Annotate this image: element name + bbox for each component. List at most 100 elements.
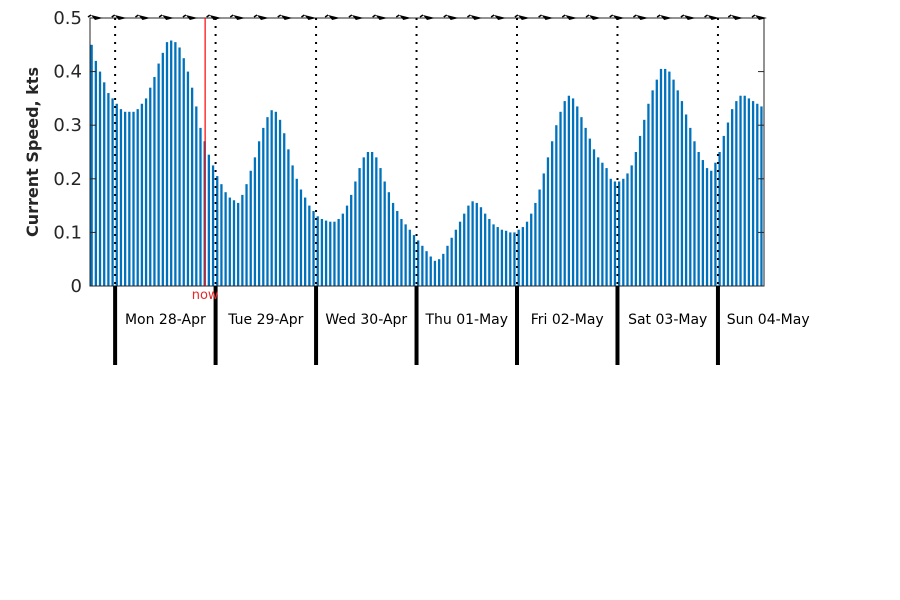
direction-arrow-tail <box>467 14 471 18</box>
speed-bar <box>211 165 215 286</box>
speed-bar <box>245 184 248 286</box>
speed-bar <box>337 219 340 286</box>
speed-bar <box>626 173 629 286</box>
y-tick-label: 0.2 <box>53 169 82 190</box>
speed-bar <box>257 141 261 286</box>
speed-bar <box>509 232 512 286</box>
speed-bar <box>304 197 307 286</box>
speed-bar <box>295 178 298 286</box>
speed-bar <box>571 98 575 287</box>
speed-bar <box>417 240 420 286</box>
speed-bar <box>207 154 211 286</box>
speed-bar <box>103 82 106 286</box>
speed-bar <box>270 110 273 286</box>
speed-bar <box>144 98 148 287</box>
y-tick-label: 0.3 <box>53 115 82 136</box>
speed-bar <box>433 260 437 286</box>
speed-bar <box>530 213 533 286</box>
speed-bar <box>379 168 382 286</box>
direction-arrow-tail <box>395 14 400 18</box>
speed-bar <box>442 253 445 286</box>
speed-bar <box>567 95 571 286</box>
speed-bar <box>630 165 633 286</box>
speed-bar <box>278 119 282 286</box>
speed-bar <box>672 79 675 286</box>
speed-bar <box>220 184 223 286</box>
direction-arrow-tail <box>158 14 163 18</box>
speed-bar <box>375 157 378 286</box>
speed-bar <box>320 219 324 286</box>
speed-bar <box>253 157 257 286</box>
direction-arrow <box>755 15 767 20</box>
direction-arrow-tail <box>490 14 495 18</box>
speed-bar <box>366 152 370 286</box>
speed-bar <box>479 207 483 286</box>
speed-bar <box>492 224 495 286</box>
speed-bar <box>241 194 244 286</box>
plot-area: 0 0.1 0.2 0.3 0.4 0.5 Mon 28-Apr Tue 29-Apr Wed … <box>53 8 810 365</box>
speed-bar <box>186 71 190 286</box>
speed-bar <box>680 101 684 286</box>
direction-arrow-tail <box>609 14 614 18</box>
speed-bar <box>408 229 411 286</box>
speed-bar <box>726 122 730 287</box>
speed-bar <box>517 229 520 286</box>
speed-bar <box>157 63 160 287</box>
speed-bar <box>592 149 596 286</box>
speed-bar <box>555 125 558 286</box>
direction-arrow-tail <box>514 14 519 18</box>
direction-arrow-tail <box>206 14 210 18</box>
direction-arrow-tail <box>751 14 756 18</box>
y-tick-label: 0 <box>71 276 82 297</box>
speed-bar <box>362 157 365 286</box>
direction-arrow <box>351 15 364 20</box>
speed-bar <box>458 221 462 286</box>
direction-arrow-tail <box>704 14 708 18</box>
y-tick-label: 0.5 <box>53 8 82 29</box>
speed-bar <box>190 87 194 287</box>
speed-bar <box>513 232 516 286</box>
speed-bar <box>634 152 638 286</box>
speed-bar <box>743 95 746 286</box>
speed-bar <box>111 98 114 287</box>
speed-bar <box>107 93 110 286</box>
speed-bar <box>534 202 537 286</box>
day-label: Mon 28-Apr <box>125 312 206 328</box>
speed-bar <box>756 103 759 286</box>
speed-bar <box>597 157 600 286</box>
speed-bar <box>94 60 97 286</box>
speed-bar <box>354 181 357 286</box>
speed-bar <box>739 95 742 286</box>
direction-arrow-tail <box>680 14 685 18</box>
speed-bar <box>383 181 386 286</box>
speed-bar <box>329 221 332 286</box>
speed-bar <box>484 213 487 286</box>
speed-bar <box>463 213 466 286</box>
speed-bar <box>760 106 763 286</box>
speed-bar <box>350 194 353 286</box>
direction-arrow-tail <box>182 14 187 18</box>
speed-bar <box>563 101 566 286</box>
speed-bar <box>266 117 269 286</box>
speed-bar <box>525 221 529 286</box>
speed-bar <box>333 221 336 286</box>
speed-bar <box>475 202 478 286</box>
speed-bar <box>668 71 671 286</box>
speed-bar <box>710 170 713 286</box>
direction-arrow <box>257 15 269 20</box>
direction-arrow-tail <box>585 14 590 18</box>
speed-bar <box>153 76 156 287</box>
speed-bar <box>387 192 391 286</box>
speed-bar <box>123 111 127 286</box>
speed-bar <box>308 205 311 286</box>
y-axis-label: Current Speed, kts <box>23 67 42 237</box>
speed-bar <box>262 127 265 286</box>
speed-bar <box>576 106 579 286</box>
speed-bar <box>584 127 587 286</box>
speed-bar <box>291 165 294 286</box>
direction-arrow <box>541 15 554 20</box>
speed-bar <box>316 216 319 286</box>
speed-bar <box>651 90 654 286</box>
speed-bar <box>216 176 219 286</box>
y-tick-label: 0.4 <box>53 62 82 83</box>
